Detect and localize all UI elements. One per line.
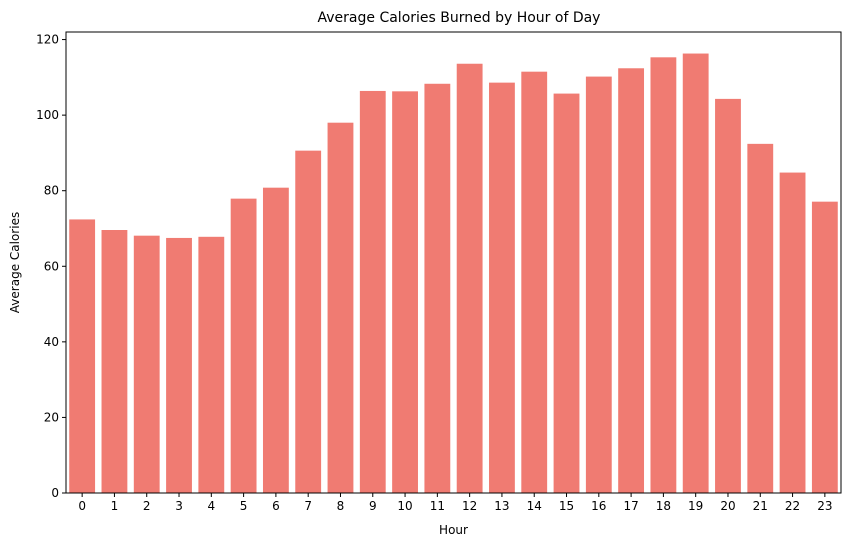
bar-hour-20 xyxy=(715,98,741,494)
bar-hour-22 xyxy=(779,172,806,494)
bar-hour-10 xyxy=(392,91,418,493)
y-tick-label: 80 xyxy=(44,184,59,198)
x-tick-label: 7 xyxy=(304,499,312,513)
x-tick-label: 2 xyxy=(143,499,151,513)
bar-hour-14 xyxy=(521,71,548,493)
x-tick-label: 13 xyxy=(494,499,509,513)
bar-hour-9 xyxy=(359,90,386,493)
bar-hour-16 xyxy=(585,76,612,493)
bar-hour-2 xyxy=(133,235,160,493)
x-tick-label: 8 xyxy=(337,499,345,513)
x-tick-label: 22 xyxy=(785,499,800,513)
y-axis-ticks: 0 20 40 60 80 100 120 xyxy=(36,33,66,500)
bar-hour-18 xyxy=(650,57,677,494)
x-tick-label: 6 xyxy=(272,499,280,513)
x-tick-label: 5 xyxy=(240,499,248,513)
x-tick-label: 14 xyxy=(527,499,542,513)
bar-hour-19 xyxy=(682,53,709,494)
bar-hour-12 xyxy=(456,63,483,494)
bar-hour-6 xyxy=(262,187,289,494)
bar-hour-21 xyxy=(747,143,774,493)
y-axis-label: Average Calories xyxy=(8,212,22,313)
bars-group xyxy=(69,53,838,494)
x-tick-label: 16 xyxy=(591,499,606,513)
x-tick-label: 15 xyxy=(559,499,574,513)
y-tick-label: 0 xyxy=(51,486,59,500)
y-tick-label: 20 xyxy=(44,410,59,424)
x-axis-ticks: 0 1 2 3 4 5 6 7 8 9 10 11 12 13 14 15 16 17 18 19 20 21 22 23 xyxy=(78,493,832,513)
x-tick-label: 20 xyxy=(720,499,735,513)
x-tick-label: 3 xyxy=(175,499,183,513)
y-tick-label: 120 xyxy=(36,33,59,47)
x-tick-label: 17 xyxy=(623,499,638,513)
x-tick-label: 10 xyxy=(397,499,412,513)
x-tick-label: 12 xyxy=(462,499,477,513)
x-tick-label: 9 xyxy=(369,499,377,513)
bar-hour-13 xyxy=(489,82,515,493)
x-tick-label: 19 xyxy=(688,499,703,513)
bar-hour-8 xyxy=(327,122,354,493)
bar-hour-4 xyxy=(198,236,225,493)
x-tick-label: 11 xyxy=(430,499,445,513)
chart-title: Average Calories Burned by Hour of Day xyxy=(318,10,601,26)
bar-hour-7 xyxy=(295,150,322,493)
bar-hour-15 xyxy=(553,93,580,493)
y-tick-label: 100 xyxy=(36,108,59,122)
x-tick-label: 21 xyxy=(753,499,768,513)
bar-hour-23 xyxy=(811,201,838,493)
x-tick-label: 0 xyxy=(78,499,86,513)
x-tick-label: 1 xyxy=(111,499,119,513)
y-tick-label: 60 xyxy=(44,259,59,273)
bar-hour-11 xyxy=(424,83,451,493)
bar-hour-3 xyxy=(166,237,192,493)
bar-hour-17 xyxy=(618,68,645,493)
y-tick-label: 40 xyxy=(44,335,59,349)
x-axis-label: Hour xyxy=(439,523,468,537)
x-tick-label: 23 xyxy=(817,499,832,513)
bar-hour-0 xyxy=(69,219,96,493)
plot-frame xyxy=(65,31,842,494)
bar-hour-1 xyxy=(101,230,128,493)
bar-hour-5 xyxy=(230,198,257,493)
x-tick-label: 18 xyxy=(656,499,671,513)
x-tick-label: 4 xyxy=(207,499,215,513)
